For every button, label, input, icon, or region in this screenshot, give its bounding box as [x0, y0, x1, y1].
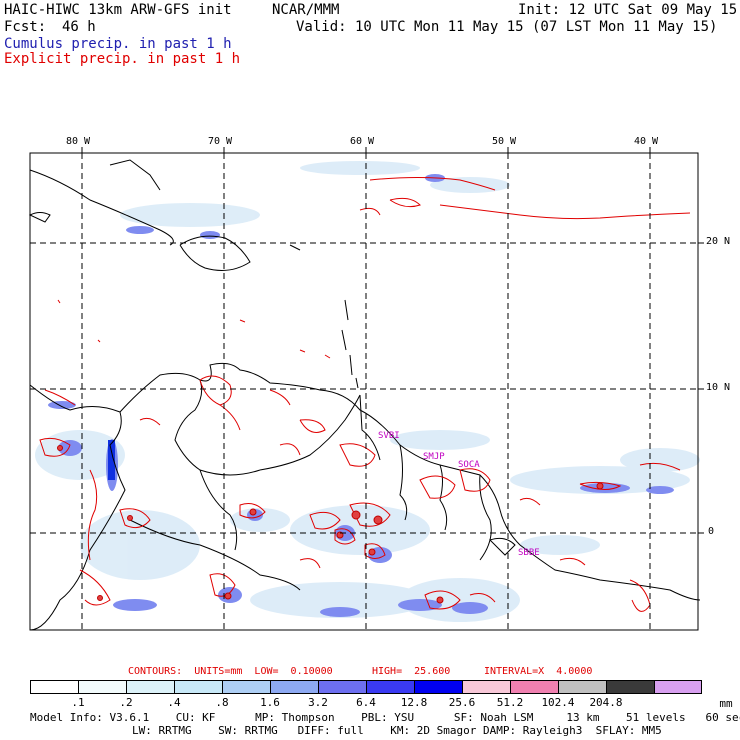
colorbar-swatch	[30, 680, 79, 694]
colorbar-swatch	[222, 680, 271, 694]
colorbar-tick: 6.4	[356, 696, 376, 709]
forecast-label: Fcst:	[4, 19, 47, 35]
lon-label-50w: 50 W	[492, 136, 517, 147]
colorbar-tick: 12.8	[400, 696, 428, 709]
colorbar-swatch	[78, 680, 127, 694]
model-info-line2: LW: RRTMG SW: RRTMG DIFF: full KM: 2D Sm…	[132, 724, 662, 737]
colorbar-swatch	[654, 680, 702, 694]
forecast-hours: 46 h	[62, 19, 96, 35]
colorbar-swatch	[174, 680, 223, 694]
station-label: SBBE	[518, 548, 540, 558]
map-frame	[29, 152, 699, 631]
graticule	[30, 153, 698, 630]
explicit-legend: Explicit precip. in past 1 h	[4, 51, 241, 67]
lon-label-70w: 70 W	[208, 136, 233, 147]
lon-label-80w: 80 W	[66, 136, 91, 147]
colorbar-tick: 1.6	[260, 696, 280, 709]
lat-label-0: 0	[708, 526, 715, 537]
colorbar-swatch	[318, 680, 367, 694]
init-time: Init: 12 UTC Sat 09 May 15	[518, 2, 738, 18]
colorbar-swatch	[414, 680, 463, 694]
colorbar-swatch	[606, 680, 655, 694]
station-label: SOCA	[458, 460, 480, 470]
lon-label-40w: 40 W	[634, 136, 659, 147]
model-info-line1: Model Info: V3.6.1 CU: KF MP: Thompson P…	[30, 711, 740, 724]
colorbar-tick: .8	[215, 696, 229, 709]
contour-high: HIGH= 25.600	[372, 666, 451, 677]
explicit-cores	[57, 445, 604, 604]
contour-interval: INTERVAL=X 4.0000	[484, 666, 593, 677]
colorbar-tick: 51.2	[496, 696, 524, 709]
colorbar-swatch	[126, 680, 175, 694]
cumulus-shading-strong	[48, 174, 674, 617]
cumulus-legend: Cumulus precip. in past 1 h	[4, 36, 232, 52]
colorbar-tick: .1	[71, 696, 85, 709]
colorbar-tick: 204.8	[589, 696, 623, 709]
colorbar-swatch	[510, 680, 559, 694]
colorbar-tick: .2	[119, 696, 133, 709]
lat-label-20n: 20 N	[706, 236, 731, 247]
colorbar-swatch	[558, 680, 607, 694]
station-label: SVBI	[378, 431, 400, 441]
colorbar-tick: 102.4	[541, 696, 575, 709]
colorbar-swatch	[366, 680, 415, 694]
lon-label-60w: 60 W	[350, 136, 375, 147]
explicit-contours	[39, 177, 691, 612]
colorbar-tick: 25.6	[448, 696, 476, 709]
cumulus-core	[108, 440, 115, 480]
model-title: HAIC-HIWC 13km ARW-GFS init	[4, 2, 232, 18]
lat-label-10n: 10 N	[706, 382, 731, 393]
colorbar-swatch	[270, 680, 319, 694]
colorbar-tick: 3.2	[308, 696, 328, 709]
colorbar-tick: .4	[167, 696, 181, 709]
contour-units: CONTOURS: UNITS=mm LOW= 0.10000	[128, 666, 333, 677]
center-name: NCAR/MMM	[272, 2, 340, 18]
station-label: SMJP	[423, 452, 445, 462]
valid-time: Valid: 10 UTC Mon 11 May 15 (07 LST Mon …	[296, 19, 718, 35]
coastlines	[28, 159, 701, 631]
graticule-ticks	[81, 147, 704, 534]
colorbar-unit: mm	[719, 697, 733, 710]
cumulus-shading	[35, 161, 700, 622]
colorbar-swatch	[462, 680, 511, 694]
